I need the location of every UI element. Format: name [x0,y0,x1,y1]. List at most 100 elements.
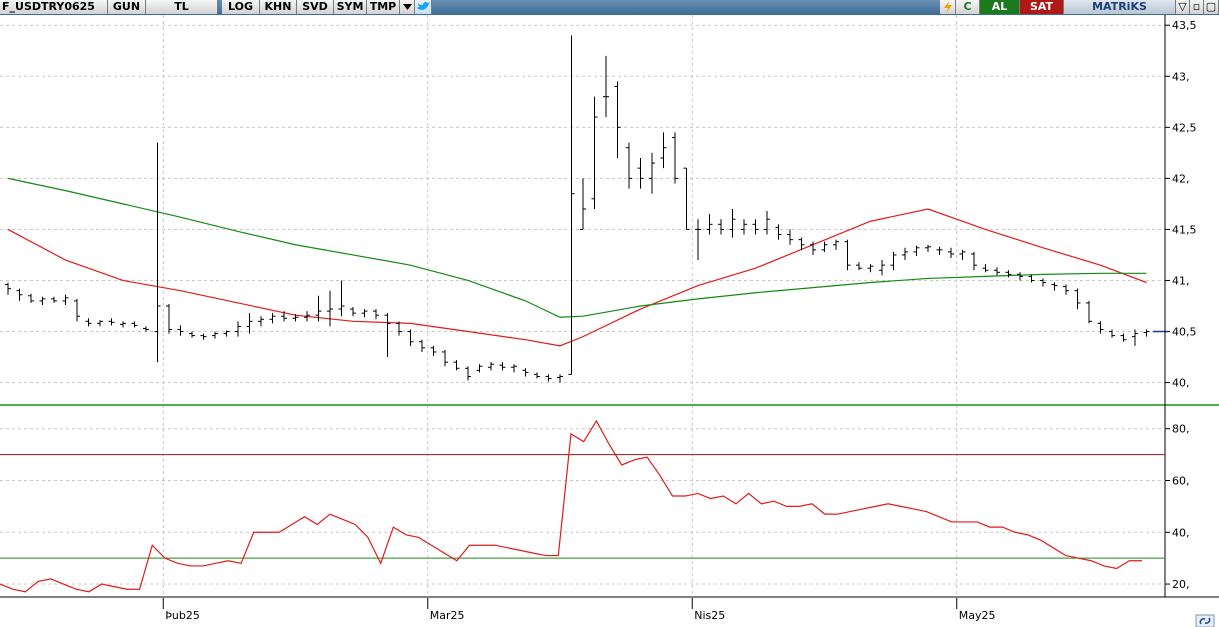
price-bar [557,374,563,383]
price-bar [39,296,46,305]
price-bar [994,267,1000,276]
price-bar [821,241,828,252]
y-tick-label: 43, [1172,70,1190,83]
y-tick-label: 41, [1172,274,1190,287]
price-bar [833,239,839,250]
price-bar [131,321,138,328]
price-bar [1074,288,1081,310]
price-bar [649,152,655,194]
price-bar [718,219,724,235]
triangle-down-icon[interactable] [400,0,415,14]
price-bar [16,288,23,301]
price-bar [476,364,483,373]
chart-toolbar: F_USDTRY0625 GUN TL LOG KHN SVD SYM TMP … [0,0,1219,15]
price-bar [810,241,816,255]
sym-button[interactable]: SYM [334,0,367,14]
price-bar [97,320,103,327]
lightning-icon[interactable] [940,0,956,14]
y-tick-label: 60, [1172,474,1190,487]
buy-button[interactable]: AL [980,0,1020,14]
price-bar [1132,329,1138,346]
price-bar [959,249,966,261]
price-bar [499,362,506,371]
y-tick-label: 40, [1172,377,1190,390]
price-bar [729,209,736,238]
maximize-button[interactable]: ▢ [1204,0,1219,14]
price-bar [338,280,345,317]
x-tick-label: Nis25 [694,609,725,622]
symbol-label[interactable]: F_USDTRY0625 [0,0,108,14]
tmp-button[interactable]: TMP [367,0,400,14]
price-bar [315,295,322,322]
price-bar [890,251,897,271]
price-bar [879,260,885,276]
y-tick-label: 80, [1172,423,1190,436]
price-bar [614,81,621,158]
price-bar [902,247,908,261]
price-bar [407,329,414,346]
matriks-logo: MATRiKS [1064,0,1176,14]
price-bar [62,294,69,305]
price-bar [200,333,207,340]
period-button[interactable]: GUN [108,0,146,14]
sell-button[interactable]: SAT [1020,0,1064,14]
price-bar [1097,321,1104,334]
price-bar [1063,284,1069,295]
price-bar [51,296,57,303]
price-bar [292,314,299,322]
restore-button[interactable]: ▫ [1190,0,1204,14]
price-bar [787,229,793,245]
price-bar [764,211,770,235]
price-bar [177,325,184,336]
price-bar [5,282,11,295]
y-tick-label: 42,5 [1172,121,1197,134]
price-bar [1028,274,1035,283]
price-bar [430,345,437,357]
price-panel: 43,5 43, 42,5 42, 41,5 41, 40,5 40, [0,15,1219,597]
price-bar [936,246,943,255]
currency-button[interactable]: TL [146,0,218,14]
price-bar [637,157,644,189]
price-bar [775,224,782,240]
price-bar [798,237,805,250]
price-bar [580,178,586,230]
price-bar [948,247,954,259]
y-tick-label: 42, [1172,172,1190,185]
price-bar [166,303,172,334]
price-bar [982,264,989,273]
price-bar [189,331,195,338]
price-bar [971,251,977,271]
price-bar [85,318,92,327]
indicator-panel: 80, 60, 40, 20, [0,419,1190,593]
price-bar [373,309,379,320]
price-bar [1109,329,1115,338]
x-axis: Þub25 Mar25 Nis25 May25 [0,596,1219,622]
x-tick-label: Þub25 [165,609,200,622]
svd-button[interactable]: SVD [297,0,334,14]
log-button[interactable]: LOG [222,0,260,14]
price-bar [419,339,425,352]
y-tick-label: 40,5 [1172,326,1197,339]
price-bar [1005,270,1012,278]
price-bar [545,374,552,382]
minimize-button[interactable]: ▽ [1176,0,1190,14]
price-bar [925,244,931,252]
price-bar [281,311,287,322]
price-bar [844,239,851,271]
moving-average-green [7,177,1147,318]
price-bar [235,321,241,337]
price-bar [327,290,333,327]
price-bar [143,326,149,332]
settings-icon[interactable] [1195,614,1215,627]
khn-button[interactable]: KHN [260,0,297,14]
y-tick-label: 40, [1172,526,1190,539]
price-bar [856,262,862,271]
price-bar [603,55,609,118]
x-tick-label: May25 [959,609,996,622]
price-bar [361,309,368,318]
refresh-button[interactable]: C [956,0,980,14]
price-bar [1086,300,1092,324]
price-bar [741,219,747,235]
price-bar [465,366,471,381]
bird-icon[interactable] [415,0,432,14]
